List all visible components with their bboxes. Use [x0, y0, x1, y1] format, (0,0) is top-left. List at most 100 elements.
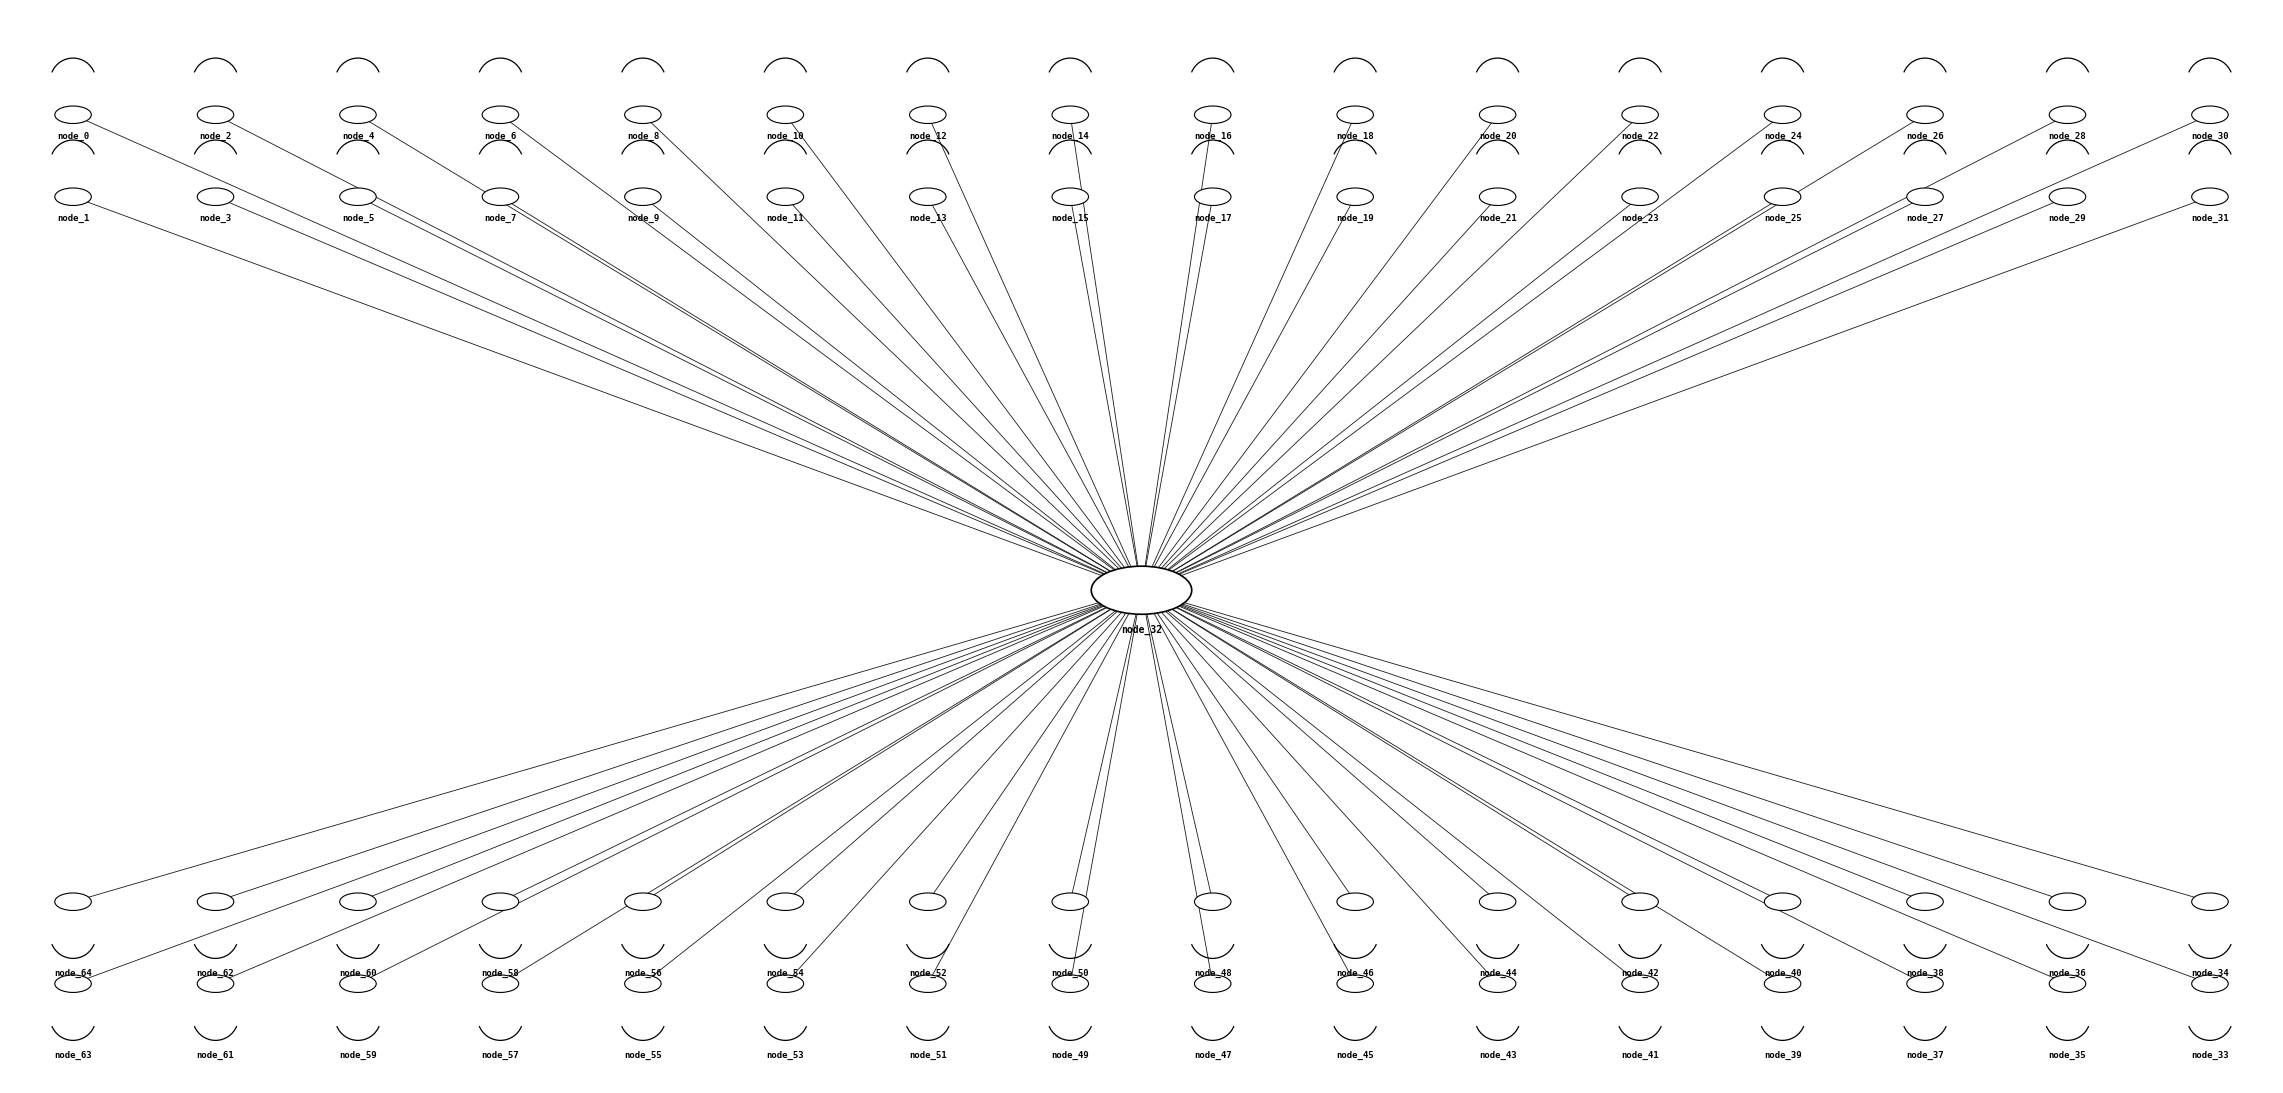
Circle shape: [626, 188, 662, 205]
Circle shape: [1906, 975, 1943, 992]
Circle shape: [482, 106, 518, 124]
Text: node_59: node_59: [340, 1051, 377, 1060]
Circle shape: [1906, 188, 1943, 205]
Circle shape: [909, 106, 945, 124]
Text: node_49: node_49: [1052, 1051, 1089, 1060]
Circle shape: [482, 893, 518, 910]
Circle shape: [1052, 975, 1089, 992]
Text: node_46: node_46: [1336, 969, 1374, 978]
Text: node_29: node_29: [2048, 214, 2087, 223]
Text: node_7: node_7: [484, 214, 516, 223]
Circle shape: [1052, 106, 1089, 124]
Circle shape: [1621, 893, 1657, 910]
Text: node_36: node_36: [2048, 969, 2087, 978]
Circle shape: [1621, 106, 1657, 124]
Text: node_60: node_60: [340, 969, 377, 978]
Circle shape: [340, 106, 377, 124]
Text: node_53: node_53: [767, 1051, 804, 1060]
Circle shape: [1091, 566, 1192, 614]
Text: node_27: node_27: [1906, 214, 1943, 223]
Text: node_56: node_56: [623, 969, 662, 978]
Text: node_22: node_22: [1621, 132, 1660, 141]
Circle shape: [1906, 893, 1943, 910]
Circle shape: [2192, 106, 2228, 124]
Circle shape: [1338, 188, 1374, 205]
Text: node_58: node_58: [482, 969, 518, 978]
Text: node_42: node_42: [1621, 969, 1660, 978]
Circle shape: [2050, 975, 2087, 992]
Text: node_1: node_1: [57, 214, 89, 223]
Text: node_61: node_61: [196, 1051, 235, 1060]
Circle shape: [1194, 188, 1231, 205]
Circle shape: [1765, 975, 1801, 992]
Circle shape: [196, 106, 233, 124]
Circle shape: [2192, 975, 2228, 992]
Text: node_18: node_18: [1336, 132, 1374, 141]
Text: node_43: node_43: [1479, 1051, 1516, 1060]
Text: node_38: node_38: [1906, 969, 1943, 978]
Text: node_57: node_57: [482, 1051, 518, 1060]
Circle shape: [196, 188, 233, 205]
Circle shape: [482, 188, 518, 205]
Circle shape: [909, 975, 945, 992]
Text: node_64: node_64: [55, 969, 91, 978]
Circle shape: [2050, 106, 2087, 124]
Text: node_5: node_5: [342, 214, 374, 223]
Text: node_33: node_33: [2192, 1051, 2228, 1060]
Text: node_28: node_28: [2048, 132, 2087, 141]
Circle shape: [1194, 106, 1231, 124]
Text: node_20: node_20: [1479, 132, 1516, 141]
Circle shape: [55, 975, 91, 992]
Circle shape: [340, 975, 377, 992]
Text: node_3: node_3: [199, 214, 231, 223]
Circle shape: [1765, 893, 1801, 910]
Text: node_35: node_35: [2048, 1051, 2087, 1060]
Text: node_31: node_31: [2192, 214, 2228, 223]
Text: node_48: node_48: [1194, 969, 1231, 978]
Circle shape: [2050, 188, 2087, 205]
Circle shape: [1621, 975, 1657, 992]
Text: node_30: node_30: [2192, 132, 2228, 141]
Circle shape: [909, 188, 945, 205]
Text: node_25: node_25: [1765, 214, 1801, 223]
Circle shape: [1338, 106, 1374, 124]
Text: node_11: node_11: [767, 214, 804, 223]
Circle shape: [1621, 188, 1657, 205]
Circle shape: [1765, 188, 1801, 205]
Text: node_62: node_62: [196, 969, 235, 978]
Circle shape: [1765, 106, 1801, 124]
Circle shape: [626, 106, 662, 124]
Circle shape: [1194, 893, 1231, 910]
Text: node_32: node_32: [1121, 625, 1162, 635]
Circle shape: [1194, 975, 1231, 992]
Circle shape: [1479, 975, 1516, 992]
Text: node_50: node_50: [1052, 969, 1089, 978]
Text: node_12: node_12: [909, 132, 947, 141]
Text: node_40: node_40: [1765, 969, 1801, 978]
Text: node_4: node_4: [342, 132, 374, 141]
Circle shape: [1479, 188, 1516, 205]
Circle shape: [340, 893, 377, 910]
Text: node_63: node_63: [55, 1051, 91, 1060]
Circle shape: [767, 893, 804, 910]
Text: node_14: node_14: [1052, 132, 1089, 141]
Text: node_6: node_6: [484, 132, 516, 141]
Circle shape: [1479, 893, 1516, 910]
Text: node_15: node_15: [1052, 214, 1089, 223]
Text: node_16: node_16: [1194, 132, 1231, 141]
Text: node_0: node_0: [57, 132, 89, 141]
Circle shape: [2192, 893, 2228, 910]
Text: node_24: node_24: [1765, 132, 1801, 141]
Text: node_52: node_52: [909, 969, 947, 978]
Text: node_23: node_23: [1621, 214, 1660, 223]
Circle shape: [196, 975, 233, 992]
Text: node_51: node_51: [909, 1051, 947, 1060]
Circle shape: [1052, 893, 1089, 910]
Circle shape: [482, 975, 518, 992]
Circle shape: [196, 893, 233, 910]
Circle shape: [340, 188, 377, 205]
Text: node_47: node_47: [1194, 1051, 1231, 1060]
Text: node_9: node_9: [628, 214, 660, 223]
Text: node_41: node_41: [1621, 1051, 1660, 1060]
Text: node_8: node_8: [628, 132, 660, 141]
